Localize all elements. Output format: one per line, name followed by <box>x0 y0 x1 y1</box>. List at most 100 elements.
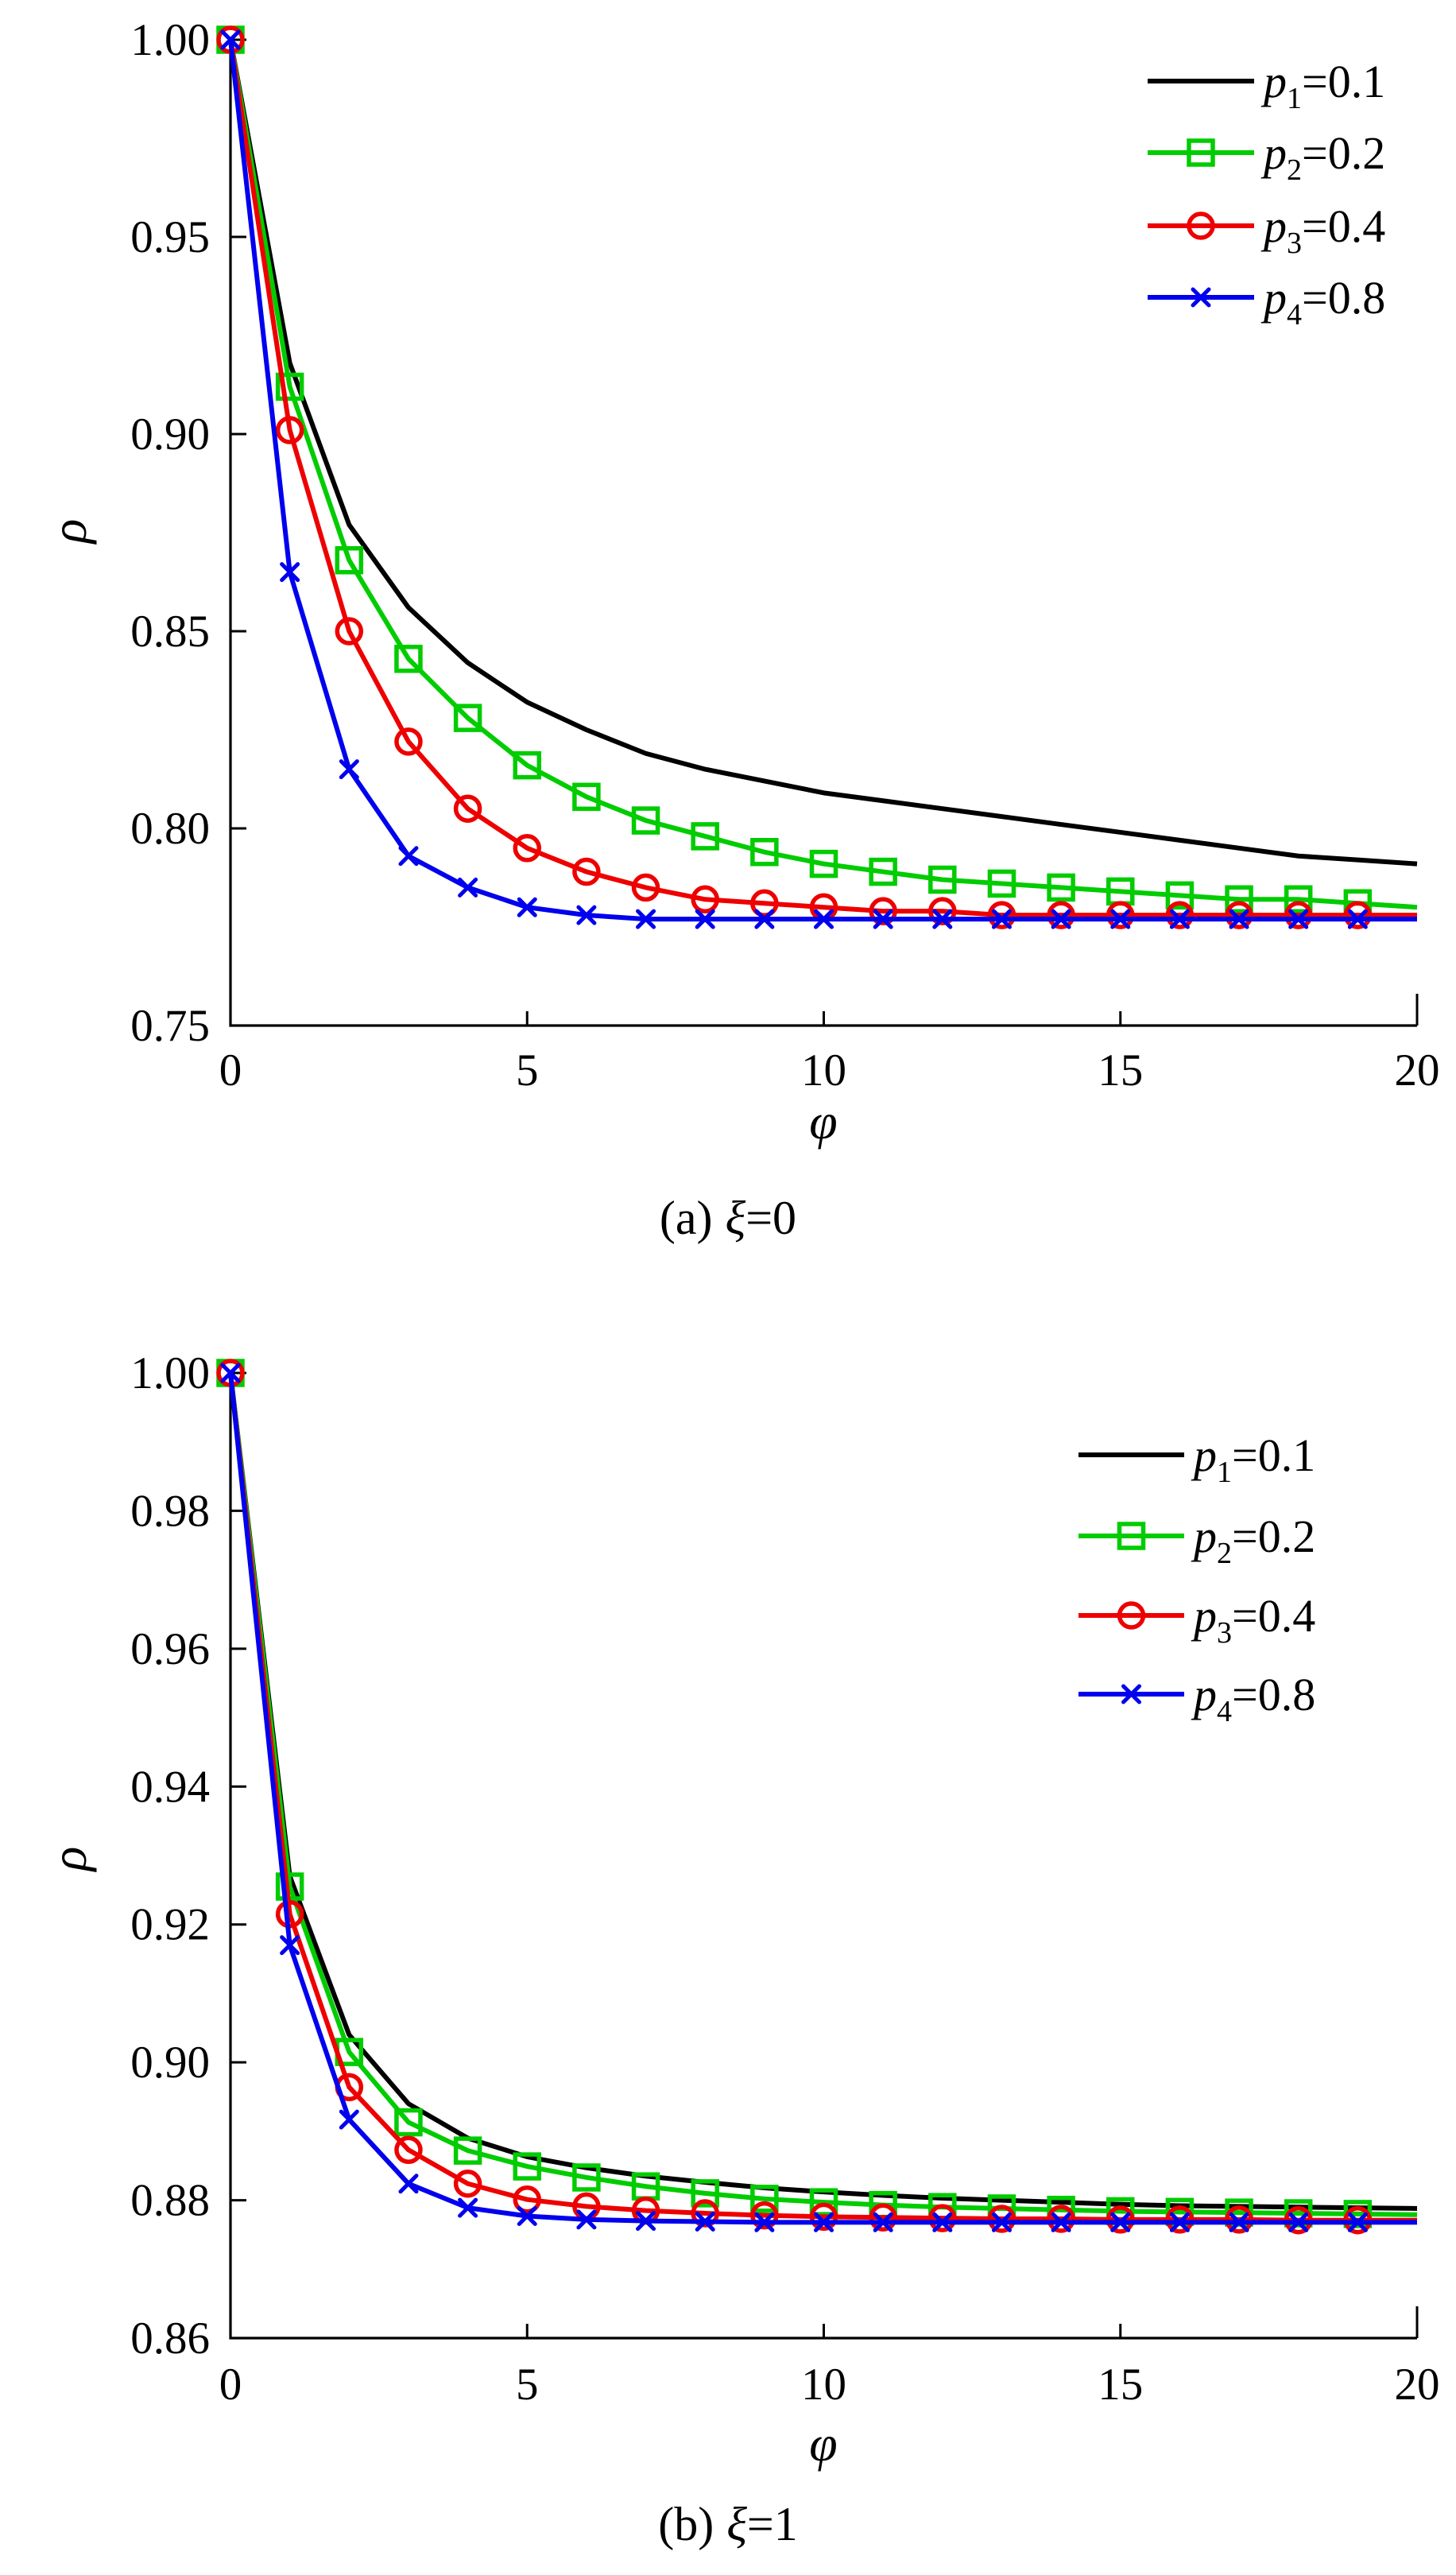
y-tick-label: 0.95 <box>130 212 210 262</box>
series-p4-x-marker <box>1347 909 1368 929</box>
series-p3 <box>216 1359 1417 2235</box>
series-p4-x-marker <box>517 2206 537 2227</box>
series-p1-line <box>228 39 1418 867</box>
series-p2-line <box>228 1372 1418 2217</box>
series-p4-x-marker <box>220 29 241 50</box>
series-p2-square-marker <box>691 822 719 851</box>
y-tick-label: 0.80 <box>130 804 210 854</box>
series-p3-circle-marker <box>928 2204 957 2232</box>
series-p3-circle-marker <box>1047 901 1075 929</box>
caption-b-value: =1 <box>746 2498 798 2550</box>
series-p2-square-marker <box>453 704 482 732</box>
chart-b-x-axis-label: φ <box>809 2415 837 2472</box>
series-p3-circle-marker <box>691 2199 719 2228</box>
series-p2-square-marker <box>809 849 838 878</box>
series-p2-square-marker <box>1165 881 1195 910</box>
series-p4-x-marker <box>339 759 359 780</box>
series-p4-x-marker <box>280 1935 300 1956</box>
series-p4-x-marker <box>873 2212 893 2232</box>
legend-label: p4=0.8 <box>1260 272 1385 332</box>
series-p3-circle-marker <box>1106 901 1135 929</box>
y-tick-label: 0.94 <box>130 1762 210 1812</box>
series-p3-circle-marker <box>1047 2205 1075 2233</box>
series-p4-x-marker <box>695 2211 715 2232</box>
series-p2-square-marker <box>809 2188 838 2216</box>
y-tick-label: 1.00 <box>130 1348 210 1398</box>
series-p4-x-marker <box>814 909 834 929</box>
x-tick-label: 15 <box>1098 1045 1143 1096</box>
series-p4-x-marker <box>754 909 775 929</box>
series-p2-square-marker <box>275 372 304 401</box>
series-p4-x-marker <box>1169 2212 1190 2232</box>
series-p3-circle-marker <box>928 897 957 925</box>
series-p4-x-marker <box>220 1363 241 1383</box>
series-p4-x-marker <box>458 2197 478 2218</box>
chart-a-y-axis-label: ρ <box>41 519 97 545</box>
series-p3-circle-marker <box>987 901 1016 929</box>
series-p4-x-marker <box>280 562 300 583</box>
series-p3-circle-marker <box>631 873 660 902</box>
x-tick-label: 5 <box>516 2360 539 2410</box>
series-p2-square-marker <box>572 2163 601 2192</box>
series-p4-x-marker <box>636 909 656 929</box>
x-tick-label: 10 <box>801 1045 846 1096</box>
series-p2 <box>216 25 1418 917</box>
series-p4-x-marker <box>991 2212 1012 2232</box>
series-p4-x-marker <box>873 909 893 929</box>
series-p2-square-marker <box>394 2108 423 2137</box>
series-p3-circle-marker <box>1284 901 1313 929</box>
series-p3-circle-marker <box>1106 2205 1135 2234</box>
x-tick-label: 20 <box>1395 1045 1440 1096</box>
series-p3-circle-marker <box>572 857 601 886</box>
legend-square-marker <box>1187 138 1215 167</box>
chart-b-y-axis-label: ρ <box>41 1847 97 1873</box>
x-tick-label: 5 <box>516 1045 539 1096</box>
series-p2-square-marker <box>928 865 957 894</box>
series-p3-circle-marker <box>809 2202 838 2232</box>
y-tick-label: 0.86 <box>130 2313 210 2364</box>
legend-entry-p4: p4=0.8 <box>1148 272 1385 332</box>
series-p4-x-marker <box>1051 2212 1071 2232</box>
series-p4-line <box>228 39 1417 922</box>
series-p4-line <box>228 1372 1417 2225</box>
series-p3 <box>216 25 1417 929</box>
series-p3-circle-marker <box>1165 2205 1195 2234</box>
series-p2-square-marker <box>987 869 1016 898</box>
series-p3-circle-marker <box>987 2205 1016 2233</box>
series-p4-x-marker <box>576 2209 597 2230</box>
series-p3-circle-marker <box>1225 901 1253 929</box>
series-p4-x-marker <box>339 2109 359 2130</box>
series-p3-circle-marker <box>394 2135 423 2165</box>
caption-b-variable: ξ <box>726 2498 747 2550</box>
series-p3-circle-marker <box>394 727 423 756</box>
y-tick-label: 0.90 <box>130 2038 210 2088</box>
series-p4-x-marker <box>932 2212 953 2232</box>
legend-square-marker <box>1117 1522 1146 1550</box>
legend-entry-p2: p2=0.2 <box>1148 127 1385 187</box>
caption-b: (b) ξ=1 <box>0 2499 1456 2550</box>
series-p3-circle-marker <box>691 885 719 914</box>
series-p2-square-marker <box>1284 885 1313 914</box>
series-p4-x-marker <box>458 877 478 898</box>
series-p4-x-marker <box>398 2174 419 2194</box>
series-p4-x-marker <box>636 2211 656 2232</box>
series-p4-x-marker <box>517 897 537 917</box>
series-p4-x-marker <box>398 846 419 867</box>
series-p3-circle-marker <box>869 897 897 925</box>
series-p4 <box>220 1363 1417 2232</box>
y-tick-label: 0.96 <box>130 1624 210 1674</box>
series-p3-line <box>228 1372 1417 2223</box>
series-p2 <box>216 1359 1418 2228</box>
series-p1 <box>228 39 1418 867</box>
series-p2-square-marker <box>335 545 364 575</box>
legend-label: p2=0.2 <box>1191 1510 1315 1570</box>
caption-a-index: (a) <box>659 1192 713 1244</box>
series-p2-square-marker <box>572 782 601 812</box>
chart-b-plot: 1.00 0.98 0.96 0.94 0.92 0.90 0.88 0.860 5 10 15 20… <box>130 1348 1439 2410</box>
series-p4-x-marker <box>932 909 953 929</box>
legend-entry-p4: p4=0.8 <box>1078 1669 1315 1728</box>
x-tick-label: 15 <box>1098 2360 1143 2410</box>
series-p2-square-marker <box>513 2152 541 2181</box>
series-p3-circle-marker <box>453 2170 482 2198</box>
